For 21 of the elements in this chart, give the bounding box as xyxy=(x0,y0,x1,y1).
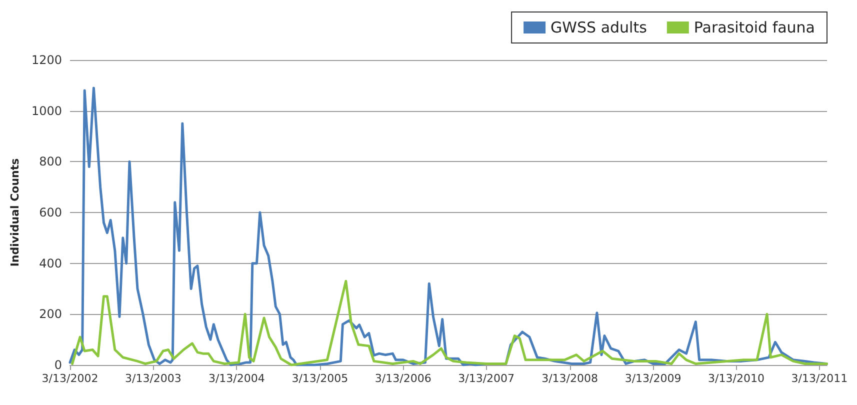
x-tick-label: 3/13/2011 xyxy=(791,372,848,385)
legend-label: Parasitoid fauna xyxy=(694,18,816,36)
y-tick-label: 800 xyxy=(39,154,62,169)
x-tick-label: 3/13/2003 xyxy=(125,372,182,385)
x-tick-label: 3/13/2002 xyxy=(42,372,98,385)
line-series xyxy=(71,280,828,366)
y-tick-label: 0 xyxy=(54,358,62,372)
y-axis-title: Individual Counts xyxy=(8,158,22,267)
x-tick-label: 3/13/2005 xyxy=(292,372,348,385)
x-tick-label: 3/13/2008 xyxy=(542,372,598,385)
y-tick-label: 600 xyxy=(39,206,62,220)
x-tick-label: 3/13/2004 xyxy=(208,372,265,385)
y-tick-label: 400 xyxy=(39,256,62,270)
x-tick-label: 3/13/2006 xyxy=(374,372,432,385)
x-tick-label: 3/13/2010 xyxy=(708,372,764,385)
x-tick-label: 3/13/2007 xyxy=(458,372,515,385)
legend-label: GWSS adults xyxy=(550,18,648,36)
y-tick-label: 1200 xyxy=(31,53,62,67)
y-tick-label: 200 xyxy=(39,307,62,322)
x-tick-label: 3/13/2009 xyxy=(624,372,682,385)
y-tick-label: 1000 xyxy=(31,104,62,118)
